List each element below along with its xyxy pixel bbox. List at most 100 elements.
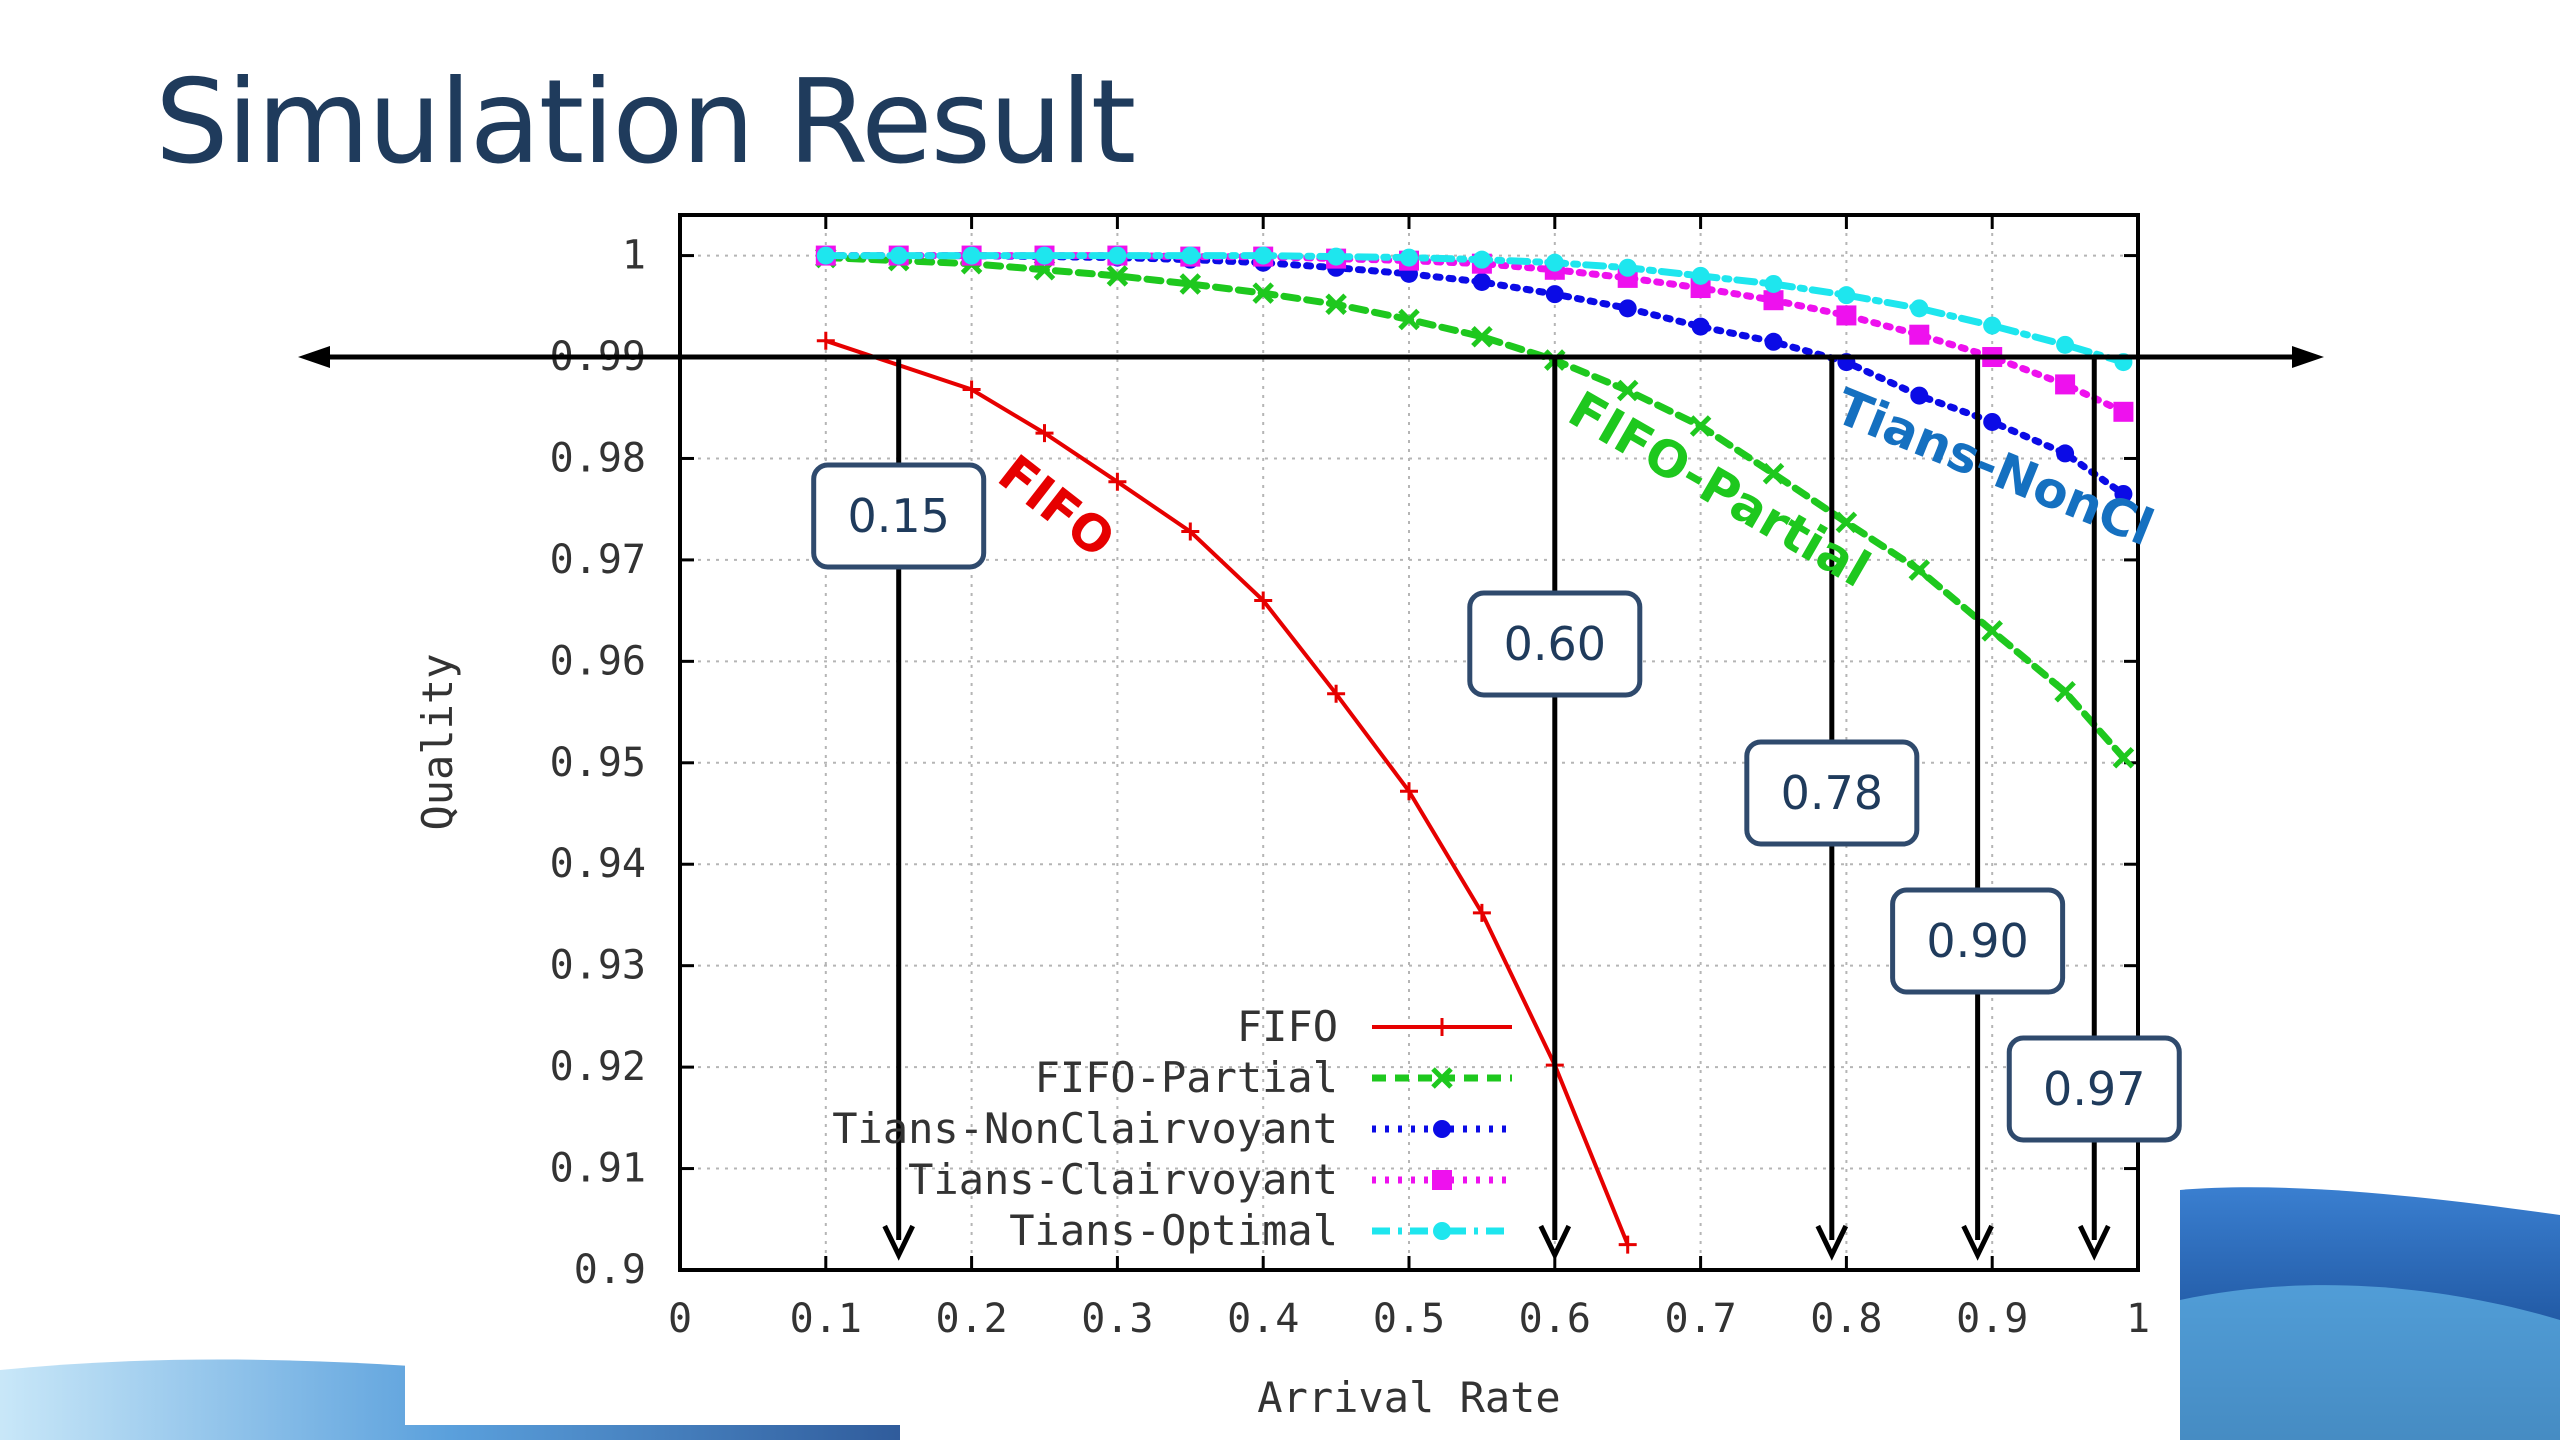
data-point-tians-nonclairvoyant	[1545, 285, 1564, 304]
curve-label: FIFO	[988, 444, 1126, 569]
callout-box	[1467, 590, 1643, 698]
slide-title: Simulation Result	[155, 55, 1136, 190]
x-tick-label: 1	[2126, 1296, 2150, 1342]
x-tick-label: 0.2	[935, 1296, 1007, 1342]
x-tick-label: 0.4	[1227, 1296, 1299, 1342]
y-tick-label: 0.98	[550, 435, 646, 481]
x-tick-label: 0.3	[1081, 1296, 1153, 1342]
callout-box	[811, 462, 987, 570]
x-tick-label: 0.6	[1519, 1296, 1591, 1342]
y-tick-label: 0.96	[550, 638, 646, 684]
callout-box	[1744, 739, 1920, 847]
data-point-fifo	[1181, 522, 1200, 541]
data-point-tians-nonclairvoyant	[1691, 317, 1710, 336]
y-axis-label: Quality	[413, 653, 462, 830]
x-tick-label: 0.7	[1664, 1296, 1736, 1342]
data-point-tians-optimal	[889, 246, 908, 265]
data-point-fifo-partial	[1179, 273, 1202, 295]
data-point-fifo-partial	[1252, 282, 1274, 304]
data-point-fifo	[1472, 903, 1491, 922]
callout-value: 0.60	[1504, 617, 1606, 671]
callout-arrowhead	[2078, 1224, 2111, 1261]
data-point-tians-optimal	[1400, 248, 1418, 267]
x-axis-label: Arrival Rate	[1257, 1373, 1560, 1422]
data-point-tians-optimal	[1254, 246, 1273, 265]
data-point-fifo	[1035, 424, 1054, 443]
data-point-fifo	[1254, 591, 1273, 610]
y-tick-label: 0.94	[550, 841, 646, 887]
x-tick-label: 0.1	[790, 1296, 862, 1342]
data-point-tians-nonclairvoyant	[1764, 332, 1783, 351]
data-point-tians-nonclairvoyant	[2114, 484, 2133, 503]
data-point-fifo	[962, 380, 981, 399]
x-tick-label: 0.5	[1373, 1296, 1445, 1342]
callout-arrowhead	[1815, 1224, 1849, 1261]
legend-swatch-marker	[1433, 1018, 1451, 1036]
x-tick-label: 0.8	[1810, 1296, 1882, 1342]
data-point-tians-clairvoyant	[1763, 290, 1784, 311]
data-point-fifo-partial	[1689, 415, 1712, 437]
legend-swatch-marker	[1433, 1120, 1451, 1138]
data-point-tians-nonclairvoyant	[1618, 299, 1637, 318]
data-point-fifo-partial	[1106, 265, 1129, 287]
data-point-tians-optimal	[1837, 286, 1856, 305]
y-tick-label: 0.92	[550, 1044, 646, 1090]
data-point-tians-optimal	[1327, 247, 1346, 266]
data-point-tians-nonclairvoyant	[1472, 272, 1491, 291]
callout-value: 0.97	[2043, 1062, 2145, 1116]
legend-swatch-marker	[1431, 1067, 1453, 1089]
y-tick-label: 0.95	[550, 740, 646, 786]
data-point-tians-clairvoyant	[1836, 305, 1857, 326]
data-point-tians-nonclairvoyant	[1983, 412, 2002, 431]
data-point-tians-optimal	[962, 246, 981, 265]
data-point-tians-optimal	[1181, 246, 1200, 265]
legend-label: Tians-Clairvoyant	[908, 1155, 1338, 1204]
y-tick-label: 1	[622, 233, 646, 279]
data-point-tians-optimal	[2056, 335, 2075, 354]
legend-label: Tians-Optimal	[1009, 1206, 1338, 1255]
y-tick-label: 0.9	[574, 1247, 646, 1293]
data-point-fifo-partial	[1835, 511, 1858, 534]
data-point-fifo	[1400, 782, 1418, 801]
data-point-fifo-partial	[1908, 559, 1931, 581]
data-point-tians-optimal	[816, 246, 835, 265]
callout-box	[1890, 887, 2066, 995]
data-point-fifo-partial	[1471, 325, 1493, 348]
data-point-fifo	[1108, 472, 1127, 491]
legend-label: Tians-NonClairvoyant	[832, 1104, 1338, 1153]
threshold-arrow-left	[298, 346, 330, 369]
data-point-fifo-partial	[1616, 379, 1639, 402]
data-point-tians-nonclairvoyant	[1910, 386, 1929, 405]
data-point-fifo-partial	[1762, 462, 1785, 485]
legend-label: FIFO	[1237, 1002, 1338, 1051]
callout-value: 0.90	[1926, 914, 2028, 968]
data-point-tians-optimal	[1108, 246, 1127, 265]
data-point-tians-nonclairvoyant	[2056, 444, 2075, 463]
data-point-tians-optimal	[1545, 253, 1564, 272]
data-point-tians-optimal	[1691, 266, 1710, 285]
series-tians-optimal	[816, 246, 2133, 372]
callout-value: 0.15	[847, 489, 949, 543]
y-tick-label: 0.97	[550, 537, 646, 583]
legend-label: FIFO-Partial	[1035, 1053, 1338, 1102]
data-point-fifo-partial	[1398, 308, 1420, 331]
data-point-fifo	[816, 331, 835, 350]
data-point-tians-optimal	[1618, 258, 1637, 277]
legend-swatch-marker	[1432, 1170, 1452, 1190]
threshold-arrow-right	[2292, 346, 2324, 369]
callout-arrowhead	[1538, 1224, 1572, 1261]
data-point-tians-optimal	[1035, 246, 1054, 265]
data-point-tians-optimal	[1472, 250, 1491, 269]
data-point-fifo-partial	[2112, 746, 2135, 769]
data-point-tians-clairvoyant	[2113, 401, 2134, 422]
data-point-fifo	[1327, 684, 1346, 703]
data-point-tians-clairvoyant	[2055, 374, 2076, 395]
y-tick-label: 0.93	[550, 943, 646, 989]
data-point-fifo	[1618, 1235, 1637, 1254]
data-point-tians-clairvoyant	[1909, 324, 1930, 345]
series-fifo	[816, 331, 1637, 1254]
data-point-fifo-partial	[1981, 620, 2003, 642]
data-point-fifo-partial	[1325, 293, 1347, 316]
